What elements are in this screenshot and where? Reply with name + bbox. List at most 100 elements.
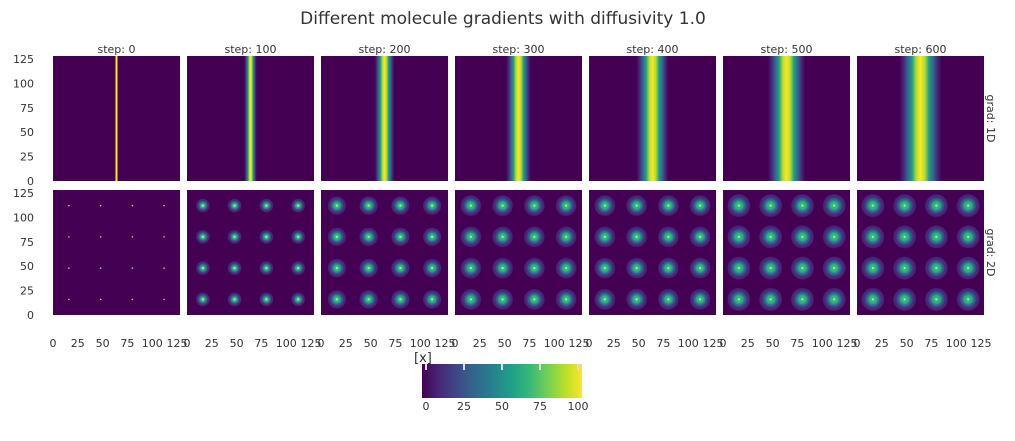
chart-title: Different molecule gradients with diffus… — [300, 9, 706, 29]
diffusion-band-1d — [240, 56, 261, 181]
colorbar: [x] 0 25 50 75 100 — [414, 351, 589, 413]
source-spot-center — [737, 235, 741, 239]
source-spot-center — [296, 204, 300, 207]
source-spot-center — [430, 204, 434, 207]
source-spot-center — [801, 298, 804, 301]
source-spot-center — [635, 298, 638, 301]
source-spot-center — [335, 235, 339, 239]
source-spot-center — [635, 235, 638, 239]
source-spot-2d — [68, 298, 70, 301]
panel-grid: step: 0 0 25 50 75 100 125 step: 100 0 25 50 75 100 1… — [13, 43, 997, 350]
source-spot-center — [501, 204, 504, 207]
source-spot-center — [667, 235, 670, 239]
y-tick-label: 75 — [20, 236, 34, 249]
source-spot-center — [367, 235, 370, 239]
colorbar-tick-label: 50 — [495, 400, 509, 413]
colorbar-tick-label: 75 — [533, 400, 547, 413]
x-tick-label: 0 — [318, 337, 325, 350]
x-tick-label: 100 — [410, 337, 431, 350]
source-spot-2d — [131, 267, 134, 269]
source-spot-center — [233, 266, 236, 270]
x-tick-label: 125 — [837, 337, 858, 350]
source-spot-2d — [163, 204, 165, 207]
source-spot-center — [469, 204, 473, 207]
source-spot-center — [698, 235, 702, 239]
source-spot-center — [367, 204, 370, 207]
x-tick-label: 25 — [741, 337, 755, 350]
source-spot-2d — [163, 236, 165, 238]
source-spot-center — [769, 235, 772, 239]
source-spot-center — [501, 235, 504, 239]
source-spot-center — [871, 204, 875, 207]
source-spot-center — [603, 235, 607, 239]
source-spot-center — [698, 298, 702, 301]
row-label: grad: 1D — [984, 95, 997, 143]
source-spot-center — [564, 204, 568, 207]
source-spot-center — [737, 204, 741, 207]
x-tick-label: 100 — [276, 337, 297, 350]
source-spot-center — [296, 235, 300, 239]
y-tick-label: 25 — [20, 151, 34, 164]
x-tick-label: 125 — [703, 337, 724, 350]
x-tick-label: 50 — [230, 337, 244, 350]
y-tick-label: 100 — [13, 77, 34, 90]
source-spot-center — [564, 298, 568, 301]
x-tick-label: 75 — [924, 337, 938, 350]
source-spot-center — [603, 266, 607, 270]
x-tick-label: 75 — [656, 337, 670, 350]
source-spot-center — [832, 298, 836, 301]
x-tick-label: 125 — [971, 337, 992, 350]
panel-2d-step-0 — [53, 190, 180, 315]
x-tick-label: 0 — [586, 337, 593, 350]
x-tick-label: 25 — [71, 337, 85, 350]
source-spot-center — [966, 266, 970, 270]
diffusion-band-1d — [626, 56, 679, 181]
source-spot-2d — [99, 298, 102, 301]
source-spot-center — [296, 266, 300, 270]
source-spot-center — [667, 266, 670, 270]
diffusion-band-1d — [886, 56, 955, 181]
source-spot-center — [430, 266, 434, 270]
source-spot-center — [201, 298, 205, 301]
source-spot-center — [367, 266, 370, 270]
diffusion-band-1d — [498, 56, 539, 181]
source-spot-center — [469, 235, 473, 239]
x-tick-label: 0 — [720, 337, 727, 350]
x-tick-label: 100 — [142, 337, 163, 350]
diffusion-band-1d — [756, 56, 817, 181]
x-tick-label: 50 — [364, 337, 378, 350]
x-tick-label: 50 — [900, 337, 914, 350]
colorbar-tick-label: 0 — [423, 400, 430, 413]
source-spot-center — [667, 204, 670, 207]
source-spot-center — [966, 204, 970, 207]
source-spot-center — [603, 298, 607, 301]
source-spot-center — [201, 235, 205, 239]
source-spot-2d — [131, 204, 134, 207]
source-spot-2d — [99, 236, 102, 238]
x-tick-label: 100 — [946, 337, 967, 350]
source-line-1d — [115, 56, 118, 181]
source-spot-center — [335, 204, 339, 207]
column-label-step-100: step: 100 — [225, 43, 277, 56]
colorbar-label: [x] — [414, 351, 432, 366]
colorbar-tick-label: 25 — [457, 400, 471, 413]
source-spot-2d — [99, 267, 102, 269]
source-spot-center — [335, 266, 339, 270]
source-spot-center — [698, 204, 702, 207]
source-spot-center — [935, 235, 938, 239]
y-tick-label: 0 — [27, 309, 34, 322]
source-spot-center — [769, 204, 772, 207]
source-spot-center — [233, 204, 236, 207]
source-spot-center — [501, 266, 504, 270]
x-tick-label: 50 — [632, 337, 646, 350]
source-spot-center — [603, 204, 607, 207]
source-spot-center — [935, 298, 938, 301]
source-spot-center — [903, 204, 906, 207]
x-tick-label: 75 — [522, 337, 536, 350]
source-spot-center — [832, 204, 836, 207]
source-spot-2d — [68, 236, 70, 238]
x-tick-label: 100 — [678, 337, 699, 350]
source-spot-center — [966, 298, 970, 301]
source-spot-center — [430, 235, 434, 239]
